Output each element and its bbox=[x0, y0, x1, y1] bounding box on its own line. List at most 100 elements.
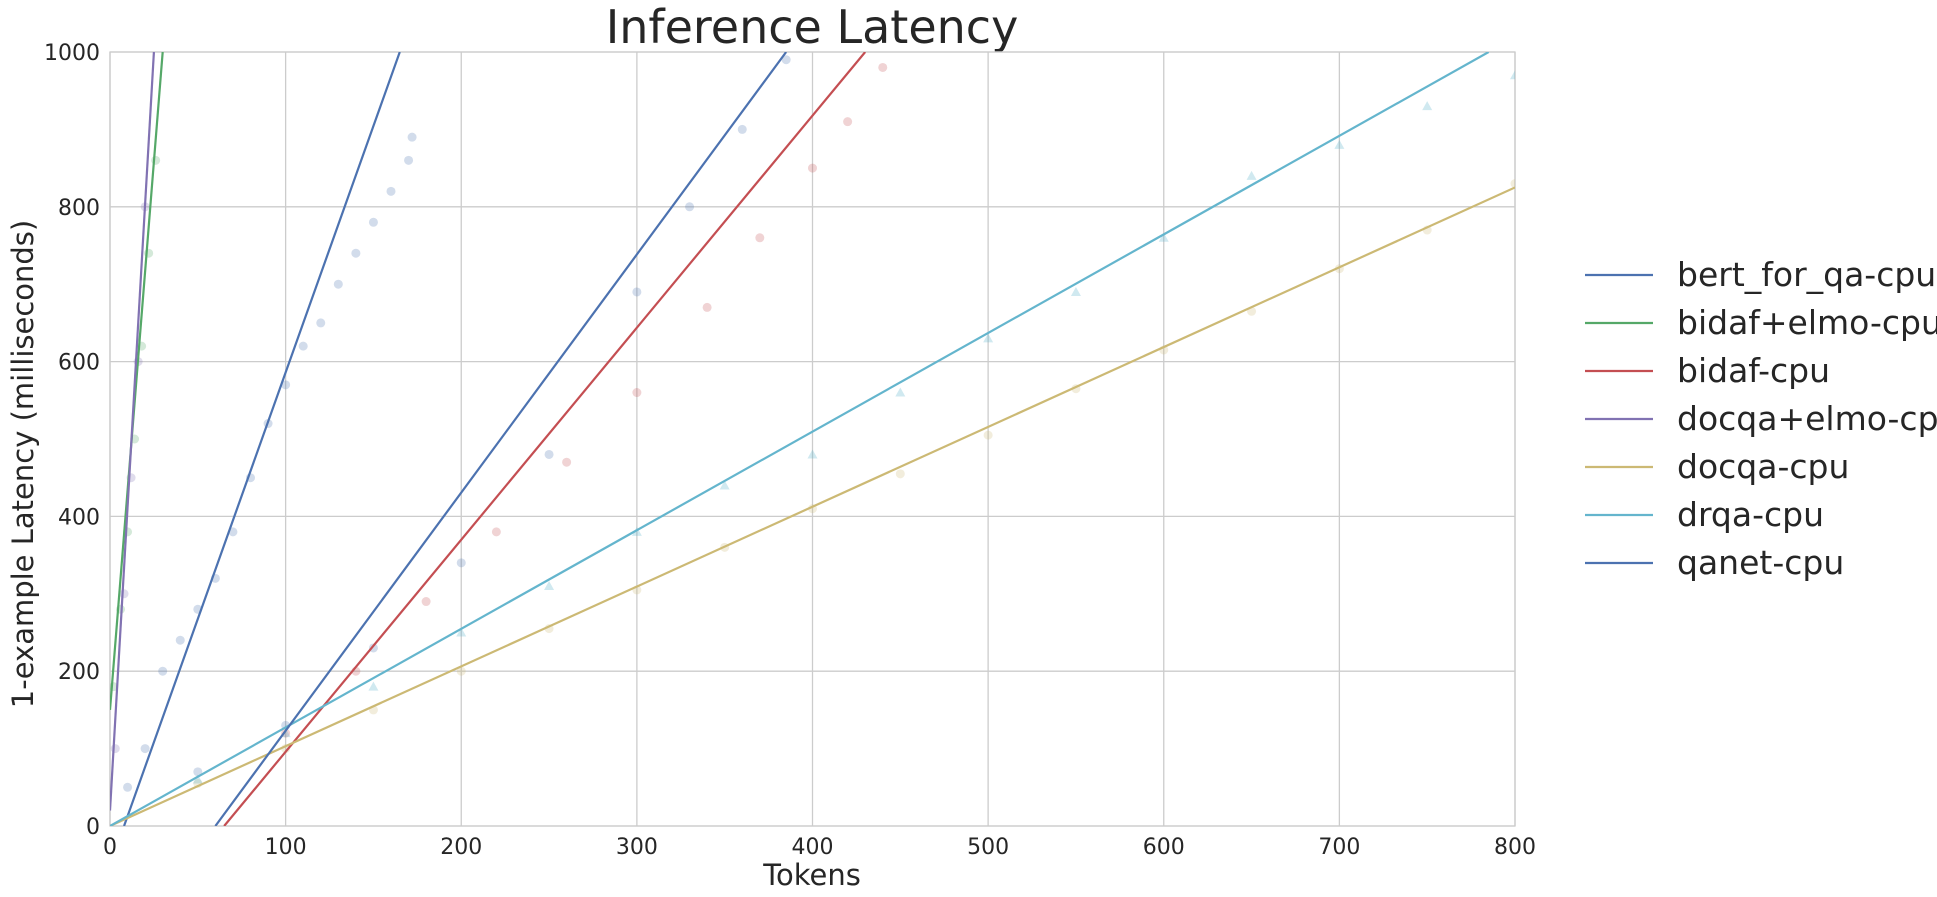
data-point bbox=[368, 643, 378, 653]
fit-lines bbox=[110, 52, 1515, 826]
x-tick-label: 400 bbox=[792, 835, 834, 860]
legend-entry: qanet-cpu bbox=[1585, 543, 1844, 582]
data-point bbox=[562, 457, 572, 467]
data-point bbox=[983, 333, 994, 343]
legend-entry: bidaf-cpu bbox=[1585, 351, 1830, 390]
legend: bert_for_qa-cpu bidaf+elmo-cpu bidaf-cpu do… bbox=[1585, 255, 1937, 582]
legend-label: bidaf+elmo-cpu bbox=[1677, 303, 1937, 342]
plot-border bbox=[109, 51, 1516, 827]
data-point bbox=[386, 186, 396, 196]
legend-label: docqa+elmo-cpu bbox=[1677, 399, 1937, 438]
data-point bbox=[544, 449, 554, 459]
x-tick-label: 100 bbox=[265, 835, 307, 860]
data-point bbox=[333, 279, 343, 289]
data-point bbox=[755, 233, 765, 243]
data-point bbox=[1334, 139, 1345, 149]
data-point bbox=[878, 62, 888, 72]
data-point bbox=[456, 666, 466, 676]
legend-entry: docqa-cpu bbox=[1585, 447, 1849, 486]
data-point bbox=[1422, 101, 1433, 111]
data-point bbox=[368, 681, 379, 691]
data-point bbox=[781, 55, 791, 65]
series-fit-line-6 bbox=[214, 52, 788, 826]
series-fit-line-0 bbox=[123, 52, 401, 826]
chart-title: Inference Latency bbox=[606, 0, 1019, 54]
x-tick-label: 0 bbox=[103, 835, 117, 860]
data-point bbox=[110, 744, 120, 754]
series-fit-line-4 bbox=[110, 186, 1515, 826]
data-point bbox=[456, 627, 467, 637]
data-point bbox=[719, 480, 730, 490]
legend-label: bert_for_qa-cpu bbox=[1677, 255, 1936, 294]
data-point bbox=[895, 387, 906, 397]
x-tick-label: 500 bbox=[967, 835, 1009, 860]
data-point bbox=[175, 635, 185, 645]
x-tick-label: 700 bbox=[1318, 835, 1360, 860]
data-point bbox=[123, 782, 133, 792]
data-point bbox=[193, 767, 203, 777]
y-tick-labels: 0 200 400 600 800 1000 bbox=[44, 41, 100, 840]
data-point bbox=[456, 558, 466, 568]
legend-entry: docqa+elmo-cpu bbox=[1585, 399, 1937, 438]
data-point bbox=[158, 666, 168, 676]
data-point bbox=[685, 202, 695, 212]
series-points-0 bbox=[123, 132, 417, 792]
y-tick-label: 800 bbox=[58, 196, 100, 221]
data-point bbox=[151, 155, 161, 165]
y-tick-label: 1000 bbox=[44, 41, 100, 66]
data-point bbox=[1510, 70, 1515, 80]
legend-label: qanet-cpu bbox=[1677, 543, 1844, 582]
data-point bbox=[983, 430, 993, 440]
data-point bbox=[316, 318, 326, 328]
legend-label: docqa-cpu bbox=[1677, 447, 1849, 486]
x-tick-label: 200 bbox=[440, 835, 482, 860]
legend-entry: drqa-cpu bbox=[1585, 495, 1824, 534]
y-axis-label: 1-example Latency (milliseconds) bbox=[6, 220, 40, 708]
data-point bbox=[491, 527, 501, 537]
y-tick-label: 0 bbox=[86, 815, 100, 840]
x-tick-label: 600 bbox=[1143, 835, 1185, 860]
data-point bbox=[808, 163, 817, 173]
data-point bbox=[119, 589, 129, 599]
legend-label: bidaf-cpu bbox=[1677, 351, 1830, 390]
series-fit-line-3 bbox=[110, 52, 156, 811]
legend-entry: bert_for_qa-cpu bbox=[1585, 255, 1936, 294]
series-points-2 bbox=[281, 62, 888, 738]
data-point bbox=[1070, 286, 1081, 296]
data-point bbox=[737, 124, 747, 134]
x-tick-label: 300 bbox=[616, 835, 658, 860]
series-fit-line-5 bbox=[110, 52, 1490, 826]
data-point bbox=[404, 155, 414, 165]
data-point bbox=[1158, 232, 1169, 242]
data-point bbox=[544, 581, 555, 591]
data-point bbox=[281, 380, 291, 390]
data-point bbox=[1246, 170, 1257, 180]
x-tick-labels: 0 100 200 300 400 500 600 700 800 bbox=[103, 835, 1536, 860]
series-fit-line-1 bbox=[110, 52, 164, 710]
x-axis-label: Tokens bbox=[762, 858, 861, 892]
data-point bbox=[807, 449, 818, 459]
data-point bbox=[407, 132, 417, 142]
data-point bbox=[140, 744, 150, 754]
series-fit-line-2 bbox=[223, 52, 867, 826]
data-point bbox=[192, 774, 203, 784]
data-point bbox=[632, 388, 642, 398]
x-tick-label: 800 bbox=[1494, 835, 1536, 860]
data-point bbox=[368, 217, 378, 227]
data-point bbox=[895, 469, 905, 479]
y-tick-label: 400 bbox=[58, 505, 100, 530]
y-tick-label: 200 bbox=[58, 660, 100, 685]
data-point bbox=[632, 287, 642, 297]
legend-label: drqa-cpu bbox=[1677, 495, 1824, 534]
legend-entry: bidaf+elmo-cpu bbox=[1585, 303, 1937, 342]
data-point bbox=[843, 117, 853, 127]
y-tick-label: 600 bbox=[58, 351, 100, 376]
data-point bbox=[298, 341, 308, 351]
data-point bbox=[1510, 179, 1515, 189]
data-point bbox=[702, 302, 712, 312]
series-points-5 bbox=[192, 70, 1515, 784]
data-point bbox=[421, 597, 431, 607]
plot-frame bbox=[109, 51, 1516, 827]
